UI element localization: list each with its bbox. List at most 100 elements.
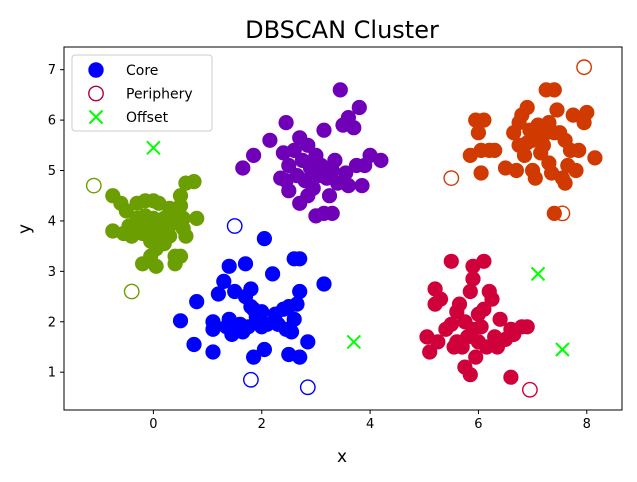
core-point [473,165,489,181]
core-point [351,99,367,116]
core-point [205,344,221,360]
core-point [568,162,584,179]
core-point [300,137,316,153]
legend-label: Core [126,63,158,79]
core-point [286,142,302,158]
core-point [508,162,525,179]
core-point [237,256,254,272]
x-tick-label: 2 [258,417,266,432]
core-point [246,147,262,163]
core-point [546,205,562,221]
core-point [286,311,302,327]
periphery-point [123,283,140,300]
core-point [422,344,438,360]
core-point [462,283,478,300]
core-point [305,180,321,196]
periphery-point [443,170,460,187]
core-point [264,266,281,282]
core-point [346,120,362,136]
x-tick-label: 0 [149,417,157,432]
periphery-point [85,177,102,194]
core-point [316,276,332,292]
core-point [281,157,297,174]
core-point [256,231,272,247]
core-point [549,102,565,118]
core-point [167,256,183,272]
periphery-point [522,381,538,398]
core-point [205,321,221,337]
core-point [579,104,595,121]
plot-area [85,59,603,398]
core-point [492,311,508,327]
core-point [189,293,205,310]
core-point [332,82,348,98]
periphery-point [226,218,243,234]
core-point [321,188,338,204]
core-point [135,256,151,272]
offset-point [346,334,362,350]
chart-title: DBSCAN Cluster [245,16,439,44]
core-point [527,170,543,186]
core-point [300,334,316,350]
offset-marker-stroke [530,266,546,282]
legend-offset-stroke [88,109,104,125]
core-point [470,125,486,141]
y-tick-label: 4 [48,214,56,229]
core-point [476,301,492,317]
core-point [462,367,478,383]
y-axis-label: y [15,224,35,234]
core-point [432,291,449,307]
periphery-point [554,205,571,222]
y-tick-label: 6 [48,114,56,129]
core-point [283,324,300,340]
core-point [262,132,278,148]
core-point [148,258,164,274]
core-point [216,273,232,289]
core-point [465,271,481,287]
core-point [519,319,535,335]
core-point [292,283,308,300]
periphery-point [299,379,316,396]
y-tick-label: 3 [48,265,56,280]
legend-offset-marker [88,109,104,125]
legend-box [71,54,213,132]
offset-marker-stroke [146,140,161,156]
core-point [256,341,272,358]
core-point [186,174,202,190]
y-tick-label: 1 [48,366,56,381]
core-point [235,160,251,176]
offset-point [530,266,546,282]
plot-frame [63,46,623,411]
axes: 0 2 4 6 8 1 2 3 4 5 6 7 [48,63,591,432]
core-point [587,150,603,166]
offset-point [146,140,161,156]
x-axis-label: x [337,447,347,467]
periphery-point [576,59,592,76]
x-tick-label: 6 [474,417,482,432]
core-point [571,142,587,158]
core-point [246,349,262,365]
core-point [186,336,202,353]
core-point [473,319,489,335]
core-point [289,296,305,312]
offset-marker-stroke [346,334,362,350]
core-point [221,258,237,274]
x-tick-label: 8 [583,417,591,432]
legend: Core Periphery Offset [71,54,213,132]
core-point [292,349,308,365]
core-point [118,203,134,219]
core-point [373,152,389,168]
core-point [557,175,573,191]
y-tick-label: 5 [48,164,56,179]
core-point [468,349,484,365]
legend-periphery-marker [88,85,104,102]
core-point [327,152,343,168]
core-point [354,178,370,194]
core-point [516,147,533,163]
core-point [178,228,194,244]
core-point [316,122,332,138]
core-point [281,183,297,199]
legend-label: Periphery [126,87,193,103]
